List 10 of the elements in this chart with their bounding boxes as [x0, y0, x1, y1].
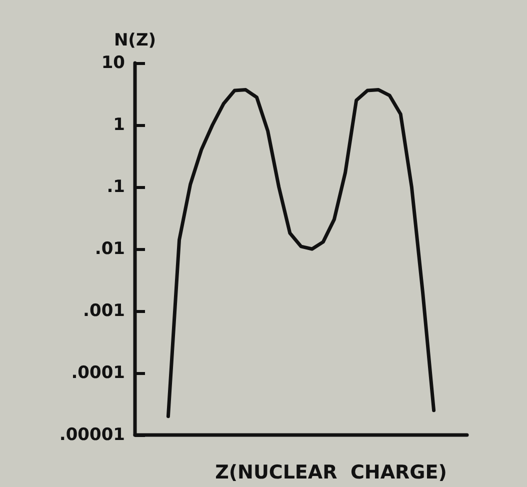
- y-tick-label: .01: [94, 239, 125, 259]
- y-tick-label: 1: [113, 115, 125, 135]
- y-tick-label: .001: [83, 301, 125, 321]
- y-tick-label: .0001: [71, 363, 125, 383]
- y-tick-label: .1: [106, 177, 125, 197]
- y-axis-title: N(Z): [114, 30, 156, 50]
- x-axis-title: Z(NUCLEAR CHARGE): [215, 462, 447, 484]
- y-tick-label: .00001: [59, 425, 125, 445]
- y-tick-label: 10: [101, 53, 126, 73]
- line-series: [166, 88, 436, 418]
